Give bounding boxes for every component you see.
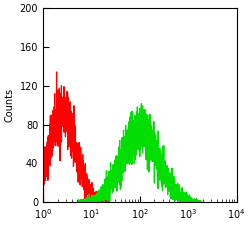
Y-axis label: Counts: Counts <box>4 88 14 122</box>
